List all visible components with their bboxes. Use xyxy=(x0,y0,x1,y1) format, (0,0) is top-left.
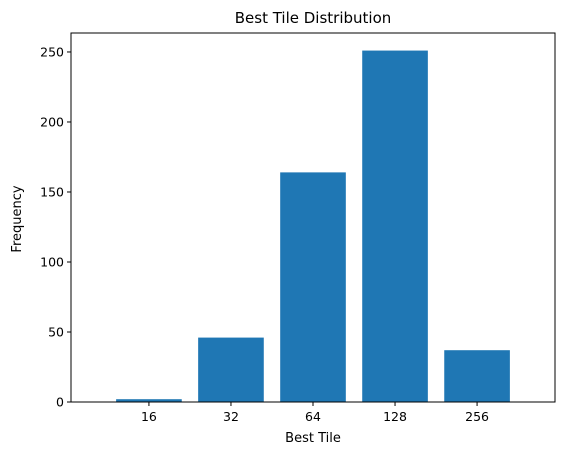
bar-128 xyxy=(362,50,428,402)
y-tick-label: 250 xyxy=(40,44,64,59)
x-tick-label: 64 xyxy=(305,409,321,424)
x-tick-label: 128 xyxy=(383,409,407,424)
y-tick-label: 0 xyxy=(56,395,64,410)
y-tick-label: 150 xyxy=(40,184,64,199)
chart-title: Best Tile Distribution xyxy=(235,9,392,27)
x-tick-label: 16 xyxy=(141,409,157,424)
y-tick-label: 100 xyxy=(40,254,64,269)
x-tick-label: 32 xyxy=(223,409,239,424)
x-tick-label: 256 xyxy=(465,409,489,424)
axes-layer: 16 32 64 128 256 0 50 100 150 200 250 xyxy=(40,32,556,424)
bar-32 xyxy=(198,337,264,402)
bars-layer xyxy=(116,50,510,402)
bar-16 xyxy=(116,399,182,402)
x-axis-label: Best Tile xyxy=(285,431,341,446)
y-tick-label: 200 xyxy=(40,114,64,129)
y-tick-label: 50 xyxy=(48,324,64,339)
y-axis-label: Frequency xyxy=(10,185,25,252)
bar-256 xyxy=(444,350,510,402)
bar-64 xyxy=(280,172,346,402)
